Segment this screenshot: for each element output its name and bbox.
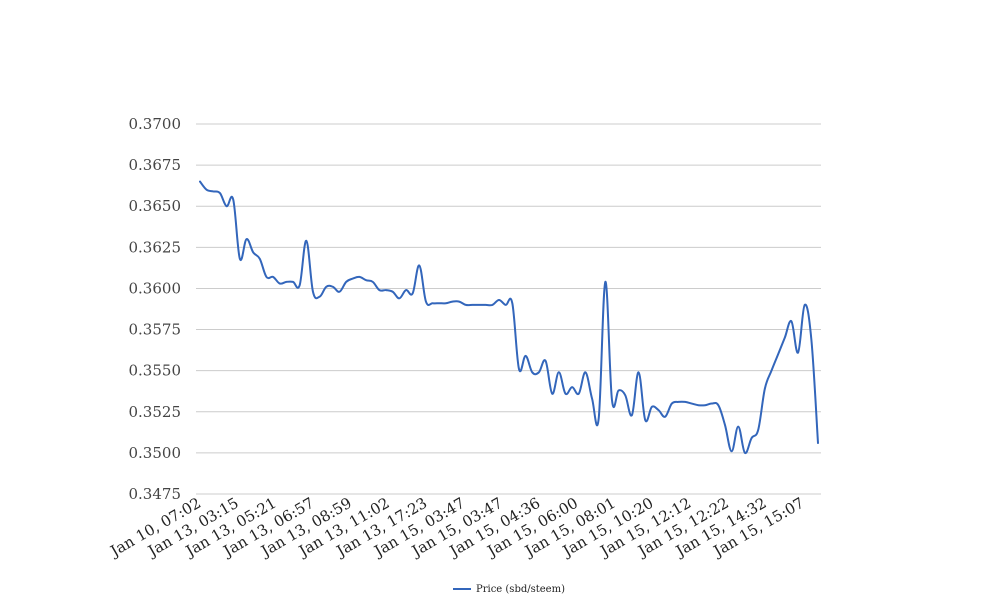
y-tick-label: 0.3500: [129, 444, 182, 462]
series-line-price: [199, 180, 819, 455]
y-tick-label: 0.3575: [129, 321, 182, 339]
y-axis-ticks: 0.3475 0.3500 0.3525 0.3550 0.3575 0.3600 0.36…: [129, 115, 182, 503]
y-tick-label: 0.3650: [129, 197, 182, 215]
gridlines: [196, 123, 821, 495]
legend-label: Price (sbd/steem): [476, 584, 565, 595]
y-tick-label: 0.3550: [129, 362, 182, 380]
legend: Price (sbd/steem): [453, 584, 565, 595]
series-lines: [199, 180, 819, 455]
y-tick-label: 0.3600: [129, 279, 182, 297]
y-tick-label: 0.3675: [129, 156, 182, 174]
y-tick-label: 0.3700: [129, 115, 182, 133]
y-tick-label: 0.3625: [129, 238, 182, 256]
y-tick-label: 0.3475: [129, 485, 182, 503]
y-tick-label: 0.3525: [129, 403, 182, 421]
